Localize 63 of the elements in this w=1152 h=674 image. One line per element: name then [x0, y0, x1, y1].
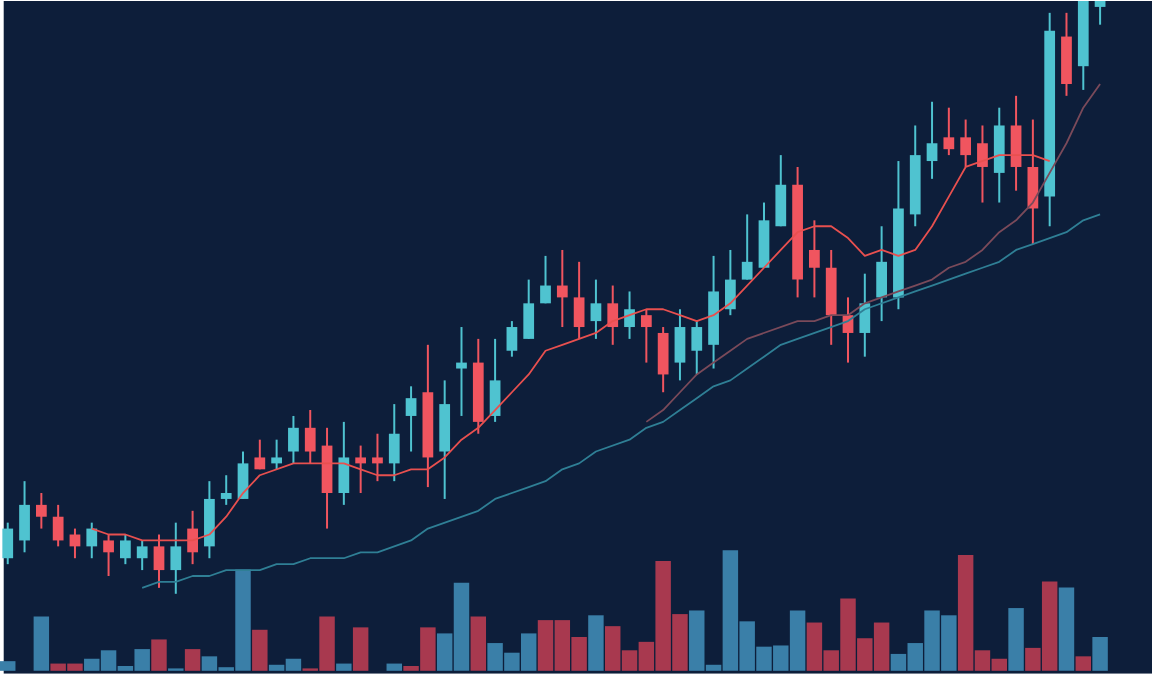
candlestick: [304, 409, 316, 465]
bar: [705, 664, 722, 671]
candlestick: [809, 219, 820, 299]
candlestick: [607, 284, 619, 346]
bar: [352, 627, 369, 671]
candlestick: [355, 444, 367, 495]
candlestick: [556, 249, 568, 329]
bar: [33, 616, 50, 671]
bar: [0, 661, 16, 671]
candlestick: [741, 213, 753, 281]
bar: [1058, 587, 1075, 671]
bar: [84, 658, 100, 671]
bar: [168, 668, 184, 671]
bar: [957, 555, 974, 671]
bar: [184, 649, 201, 671]
candlestick: [187, 509, 198, 566]
bar: [453, 582, 470, 671]
bar: [689, 610, 705, 671]
candlestick: [288, 415, 299, 465]
candlestick: [977, 124, 988, 204]
candlestick: [691, 320, 703, 376]
bar: [151, 639, 167, 671]
candlestick: [1094, 0, 1106, 26]
candlestick: [254, 438, 266, 471]
candlestick: [943, 106, 955, 157]
candlestick: [52, 503, 64, 548]
candlestick: [220, 474, 232, 506]
candlestick: [624, 290, 635, 340]
bar: [605, 626, 621, 671]
candlestick: [170, 521, 182, 595]
bar: [386, 663, 402, 671]
candlestick: [640, 308, 652, 364]
candlestick: [372, 432, 383, 483]
bar: [1008, 608, 1024, 671]
candlestick: [103, 533, 114, 578]
candlestick: [271, 438, 282, 471]
bar: [588, 615, 604, 671]
bar: [470, 616, 487, 671]
candlestick: [456, 326, 467, 418]
candlestick: [926, 100, 938, 180]
candlestick: [86, 521, 98, 560]
bar: [252, 629, 268, 671]
candlestick: [405, 385, 417, 453]
candlestick: [540, 254, 551, 305]
bar: [1092, 637, 1108, 671]
bar: [1075, 656, 1092, 671]
bar: [890, 653, 907, 671]
bar: [974, 650, 991, 671]
bar: [285, 658, 302, 671]
bar: [991, 658, 1007, 671]
candlestick: [590, 278, 602, 340]
candlestick: [120, 533, 131, 566]
candlestick: [506, 320, 518, 358]
candlestick: [153, 533, 165, 589]
bar: [621, 650, 638, 671]
candlestick: [960, 118, 972, 169]
bar: [336, 663, 352, 671]
candlestick: [35, 492, 47, 530]
bar: [268, 664, 285, 671]
bar: [100, 650, 117, 671]
candlestick: [136, 539, 148, 572]
bar: [537, 620, 554, 671]
bar: [436, 633, 453, 671]
